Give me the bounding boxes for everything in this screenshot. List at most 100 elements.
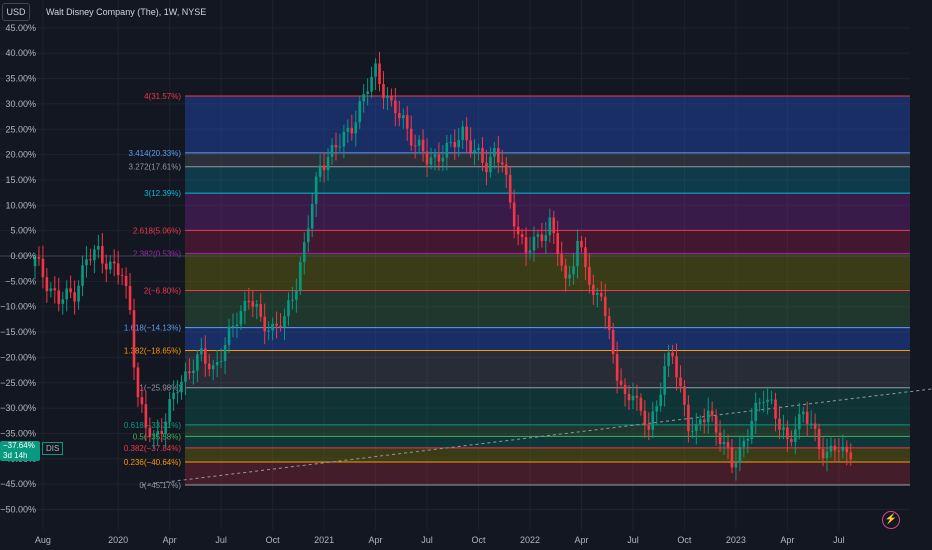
candle-body [398, 113, 401, 119]
grid-lines [0, 0, 910, 530]
candle-body [805, 411, 809, 424]
candle-body [104, 263, 108, 270]
candle-body [247, 300, 251, 302]
candle-body [49, 288, 53, 292]
candle-body [287, 300, 290, 317]
candle-body [152, 435, 156, 437]
candle-body [89, 259, 92, 261]
candle-body [421, 139, 425, 152]
y-tick-label: −35.00% [0, 428, 36, 438]
candle-body [560, 254, 563, 266]
candle-body [97, 246, 100, 250]
candle-body [639, 397, 643, 411]
candle-body [390, 95, 393, 101]
bar-countdown: 3d 14h [3, 451, 28, 460]
candle-body [85, 259, 88, 266]
candle-body [734, 462, 738, 468]
fib-level-label: 3.272(17.61%) [129, 163, 182, 172]
fib-band [185, 193, 910, 231]
candle-body [306, 228, 310, 243]
y-tick-label: 20.00% [5, 150, 36, 160]
trendline[interactable] [141, 388, 932, 486]
candle-body [584, 247, 587, 268]
fib-level-label: 2.382(0.53%) [133, 249, 181, 258]
candle-body [809, 423, 813, 425]
candle-body [845, 446, 849, 453]
candle-body [552, 217, 556, 234]
candle-body [643, 410, 647, 426]
candle-body [481, 147, 484, 163]
candle-body [160, 431, 164, 435]
candle-body [279, 325, 282, 328]
x-tick-label: 2021 [314, 535, 334, 545]
candle-body [821, 449, 825, 459]
candle-body [172, 392, 175, 400]
candle-body [758, 402, 761, 404]
candle-body [615, 354, 619, 381]
fib-level-label: 1.618(−14.13%) [124, 324, 181, 333]
candle-body [93, 249, 96, 261]
fib-band [185, 230, 910, 254]
candle-body [710, 410, 714, 416]
currency-button[interactable]: USD [2, 3, 30, 21]
candle-body [144, 404, 148, 428]
candle-body [738, 446, 742, 463]
candle-body [706, 410, 710, 423]
candle-body [425, 151, 429, 165]
candle-body [667, 352, 670, 367]
candle-body [770, 399, 773, 401]
candle-body [786, 427, 789, 440]
candle-body [742, 440, 746, 447]
candle-body [223, 344, 227, 362]
candle-body [299, 262, 302, 291]
candle-body [433, 154, 437, 158]
symbol-title: Walt Disney Company (The), 1W, NYSE [46, 7, 207, 17]
candle-body [405, 115, 409, 129]
candle-body [528, 250, 532, 253]
candle-body [556, 233, 560, 255]
x-tick-label: Aug [35, 535, 51, 545]
candle-body [540, 234, 544, 241]
candle-body [817, 428, 821, 450]
fib-band [185, 387, 910, 425]
fib-extension-tool[interactable]: 4(31.57%) 3.414(20.33%) 3.272(17.61%) 3(12.… [124, 92, 910, 490]
fib-level-label: 0.382(−37.84%) [124, 444, 181, 453]
fib-band [185, 462, 910, 486]
fib-level-label: 0(−45.17%) [139, 481, 181, 490]
candle-body [354, 122, 358, 134]
candle-body [374, 63, 377, 77]
y-tick-label: 40.00% [5, 48, 36, 58]
candle-body [176, 392, 179, 394]
candle-body [33, 257, 37, 267]
candle-body [813, 423, 817, 429]
y-tick-label: −10.00% [0, 302, 36, 312]
candle-body [203, 348, 207, 364]
x-tick-label: Apr [780, 535, 794, 545]
candle-body [132, 310, 136, 368]
candle-body [465, 126, 468, 141]
y-tick-label: 30.00% [5, 99, 36, 109]
candle-body [833, 445, 837, 451]
candle-body [778, 418, 781, 430]
candle-body [679, 377, 682, 387]
y-tick-label: 10.00% [5, 200, 36, 210]
candle-body [695, 423, 698, 432]
x-tick-label: 2023 [726, 535, 746, 545]
candle-body [322, 165, 326, 171]
candle-body [413, 145, 417, 147]
x-tick-label: Jul [215, 535, 227, 545]
lightning-bolt-icon[interactable]: ⚡ [882, 511, 900, 529]
x-tick-label: Oct [677, 535, 692, 545]
candle-body [65, 288, 68, 300]
candle-body [108, 261, 112, 270]
fib-level-label: 4(31.57%) [144, 92, 181, 101]
candle-body [469, 140, 472, 153]
candle-body [318, 165, 322, 177]
candle-body [651, 411, 655, 430]
last-price-badge: −37.64% 3d 14h [0, 441, 40, 461]
x-axis[interactable]: Aug 2020 Apr Jul Oct 2021 Apr Jul Oct 2022 Apr Jul O… [35, 535, 845, 545]
candle-body [188, 371, 191, 374]
x-tick-label: Oct [472, 535, 487, 545]
candle-body [663, 366, 666, 395]
